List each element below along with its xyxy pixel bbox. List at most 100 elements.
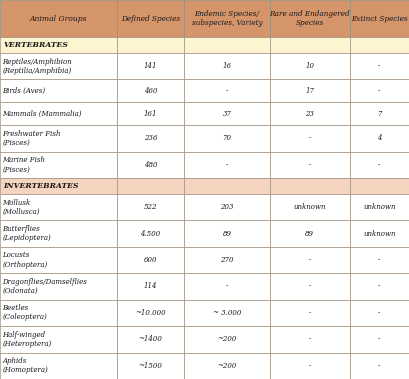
Text: -: - [309,335,311,343]
Bar [350,273,409,300]
Text: ~1400: ~1400 [138,335,162,343]
Text: Freshwater Fish
(Pisces): Freshwater Fish (Pisces) [2,130,61,147]
Bar [350,247,409,273]
Bar [0,194,117,220]
Bar [350,178,409,194]
Text: 522: 522 [144,203,157,211]
Bar [270,220,350,247]
Bar [350,0,409,37]
Text: 480: 480 [144,161,157,169]
Bar [270,300,350,326]
Text: Marine Fish
(Pisces): Marine Fish (Pisces) [2,156,45,174]
Bar [0,125,117,152]
Text: 10: 10 [305,62,315,70]
Text: Beetles
(Coleoptera): Beetles (Coleoptera) [2,304,47,321]
Text: -: - [309,256,311,264]
Bar [270,352,350,379]
Text: VERTEBRATES: VERTEBRATES [3,41,68,49]
Text: Dragonflies/Damselflies
(Odonata): Dragonflies/Damselflies (Odonata) [2,278,88,295]
Bar [0,0,117,37]
Bar [270,247,350,273]
Text: 23: 23 [305,110,315,118]
Bar [0,152,117,178]
Bar [117,273,184,300]
Text: Mollusk
(Mollusca): Mollusk (Mollusca) [2,199,40,216]
Bar [117,53,184,79]
Bar [184,220,270,247]
Bar [350,102,409,125]
Text: -: - [378,62,380,70]
Bar [0,53,117,79]
Bar [184,53,270,79]
Text: -: - [378,362,380,370]
Bar [117,220,184,247]
Bar [350,152,409,178]
Text: ~1500: ~1500 [138,362,162,370]
Bar [0,352,117,379]
Bar [0,300,117,326]
Bar [117,326,184,352]
Text: 114: 114 [144,282,157,290]
Bar [270,53,350,79]
Text: -: - [378,309,380,317]
Text: Animal Groups: Animal Groups [29,14,87,22]
Text: unknown: unknown [294,203,326,211]
Text: Half-winged
(Heteroptera): Half-winged (Heteroptera) [2,331,52,348]
Bar [184,37,270,53]
Bar [117,178,184,194]
Text: Mammals (Mammalia): Mammals (Mammalia) [2,110,82,118]
Bar [350,37,409,53]
Bar [270,102,350,125]
Bar [184,300,270,326]
Bar [117,79,184,102]
Bar [184,0,270,37]
Bar [117,0,184,37]
Text: Extinct Species: Extinct Species [351,14,408,22]
Text: -: - [378,256,380,264]
Bar [184,326,270,352]
Bar [270,194,350,220]
Text: 600: 600 [144,256,157,264]
Text: 161: 161 [144,110,157,118]
Bar [117,352,184,379]
Bar [270,273,350,300]
Bar [0,273,117,300]
Bar [117,300,184,326]
Bar [117,102,184,125]
Text: 37: 37 [222,110,231,118]
Text: -: - [226,282,228,290]
Text: 70: 70 [222,135,231,143]
Text: ~200: ~200 [217,362,237,370]
Text: -: - [309,282,311,290]
Bar [270,326,350,352]
Bar [117,125,184,152]
Text: 236: 236 [144,135,157,143]
Text: unknown: unknown [363,203,396,211]
Text: -: - [378,87,380,95]
Bar [0,326,117,352]
Text: unknown: unknown [363,230,396,238]
Text: 141: 141 [144,62,157,70]
Bar [0,37,117,53]
Text: ~10.000: ~10.000 [135,309,166,317]
Text: 89: 89 [305,230,315,238]
Bar [350,194,409,220]
Bar [350,79,409,102]
Bar [184,79,270,102]
Text: Birds (Aves): Birds (Aves) [2,87,45,95]
Bar [117,37,184,53]
Bar [270,152,350,178]
Text: Locusts
(Orthoptera): Locusts (Orthoptera) [2,251,48,269]
Bar [350,53,409,79]
Text: Aphids
(Homoptera): Aphids (Homoptera) [2,357,48,374]
Text: ~200: ~200 [217,335,237,343]
Text: -: - [309,161,311,169]
Bar [270,0,350,37]
Bar [0,102,117,125]
Bar [350,220,409,247]
Bar [184,352,270,379]
Bar [0,79,117,102]
Text: -: - [309,135,311,143]
Bar [270,79,350,102]
Bar [350,352,409,379]
